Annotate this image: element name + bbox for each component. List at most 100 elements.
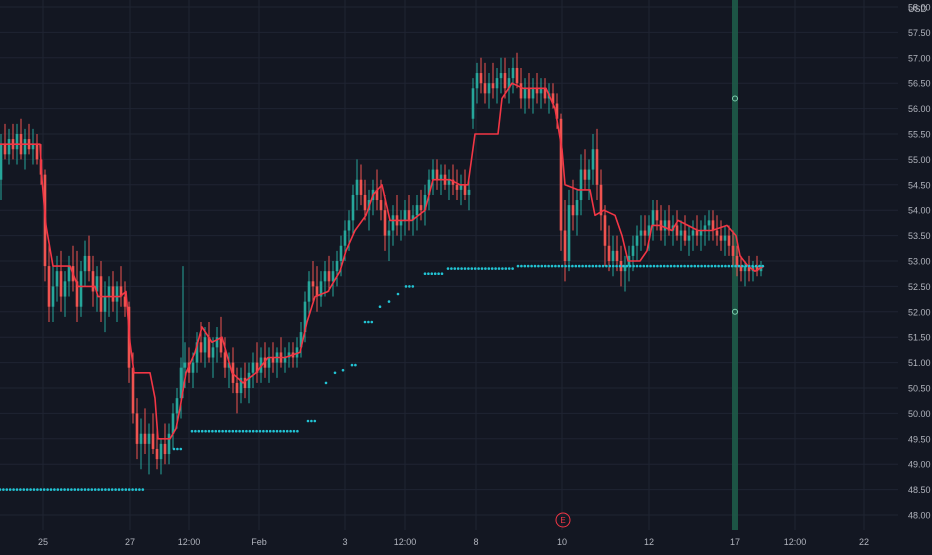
level-dot bbox=[255, 429, 258, 433]
candle-body bbox=[47, 266, 51, 307]
level-dot bbox=[642, 264, 646, 268]
candle-body bbox=[747, 266, 751, 272]
level-dot bbox=[473, 267, 477, 270]
level-dot bbox=[645, 264, 649, 268]
candle-body bbox=[683, 230, 687, 241]
candle-body bbox=[339, 245, 343, 261]
level-dot bbox=[652, 264, 656, 268]
level-dot bbox=[272, 429, 275, 433]
candle-body bbox=[515, 67, 519, 84]
candle-body bbox=[215, 337, 219, 348]
candle-body bbox=[691, 230, 695, 236]
candle-body bbox=[375, 189, 379, 201]
level-dot bbox=[73, 488, 77, 491]
level-dot bbox=[404, 285, 408, 288]
level-dot bbox=[234, 429, 238, 433]
level-dot bbox=[248, 429, 252, 433]
x-tick-label: 17 bbox=[730, 537, 740, 547]
level-dot bbox=[470, 267, 474, 270]
level-dot bbox=[387, 300, 391, 303]
level-dot bbox=[408, 285, 411, 288]
candle-body bbox=[727, 235, 731, 246]
level-dot bbox=[557, 264, 561, 268]
level-dot bbox=[717, 264, 720, 268]
price-line bbox=[0, 82, 765, 440]
candle-body bbox=[359, 179, 363, 195]
level-dot bbox=[121, 488, 124, 491]
level-dot bbox=[423, 272, 427, 276]
candle-body bbox=[559, 118, 563, 231]
y-tick-label: 56.00 bbox=[908, 104, 931, 114]
candle-body bbox=[223, 352, 227, 368]
candle-body bbox=[615, 250, 619, 261]
y-tick-label: 49.00 bbox=[908, 460, 931, 470]
candle-body bbox=[147, 433, 151, 444]
x-tick-label: 12 bbox=[644, 537, 654, 547]
level-dot bbox=[204, 429, 207, 433]
level-dot bbox=[430, 272, 434, 276]
level-dot bbox=[59, 488, 63, 491]
candle-body bbox=[191, 362, 195, 373]
candle-body bbox=[107, 286, 111, 297]
candle-body bbox=[635, 235, 639, 246]
level-dot bbox=[241, 429, 245, 433]
level-dot bbox=[501, 267, 504, 270]
candle-body bbox=[87, 255, 91, 272]
x-tick-label: Feb bbox=[251, 537, 267, 547]
level-dot bbox=[703, 264, 707, 268]
level-dot bbox=[354, 363, 357, 367]
level-dot bbox=[507, 267, 511, 270]
candle-body bbox=[555, 103, 559, 119]
y-tick-label: 52.50 bbox=[908, 282, 931, 292]
level-dot bbox=[367, 320, 370, 324]
y-axis[interactable]: 48.00 48.50 49.00 49.50 50.00 50.50 51.00 51.50… bbox=[908, 3, 931, 521]
level-dot bbox=[214, 429, 218, 433]
level-dot bbox=[63, 488, 66, 491]
level-dot bbox=[453, 267, 457, 270]
level-dot bbox=[727, 264, 731, 268]
candle-body bbox=[539, 88, 543, 94]
event-markers[interactable]: E bbox=[555, 512, 571, 528]
level-dot bbox=[176, 447, 179, 451]
candle-body bbox=[407, 210, 411, 221]
x-axis[interactable]: 25 27 12:00 Feb 3 12:00 8 10 12 17 12:00 22 bbox=[38, 537, 869, 547]
level-dot bbox=[124, 488, 128, 491]
candle-body bbox=[15, 134, 19, 150]
level-dot bbox=[673, 264, 676, 268]
level-dot bbox=[310, 419, 313, 423]
level-dot bbox=[497, 267, 501, 270]
level-dot bbox=[734, 264, 737, 268]
level-dot bbox=[480, 267, 484, 270]
level-dot bbox=[666, 264, 669, 268]
y-tick-label: 57.50 bbox=[908, 28, 931, 38]
candle-body bbox=[431, 169, 435, 180]
candle-body bbox=[91, 271, 95, 292]
candle-body bbox=[639, 230, 643, 236]
candle-body bbox=[583, 169, 587, 180]
y-tick-label: 57.00 bbox=[908, 53, 931, 63]
candle-body bbox=[179, 367, 183, 399]
candle-body bbox=[287, 352, 291, 358]
candle-body bbox=[603, 215, 607, 246]
level-dot bbox=[25, 488, 29, 491]
candle-body bbox=[247, 372, 251, 388]
level-dot bbox=[114, 488, 117, 491]
level-dot bbox=[744, 264, 748, 268]
candle-body bbox=[387, 230, 391, 236]
level-dot bbox=[80, 488, 83, 491]
candle-body bbox=[343, 230, 347, 246]
level-dot bbox=[696, 264, 700, 268]
level-dot bbox=[622, 264, 625, 268]
y-tick-label: 55.00 bbox=[908, 155, 931, 165]
x-tick-label: 25 bbox=[38, 537, 48, 547]
level-dot bbox=[141, 488, 145, 491]
event-label: E bbox=[560, 516, 565, 525]
candle-body bbox=[711, 220, 715, 231]
level-dot bbox=[49, 488, 53, 491]
level-dot bbox=[437, 272, 440, 276]
level-dot bbox=[659, 264, 663, 268]
level-dot bbox=[350, 363, 354, 367]
